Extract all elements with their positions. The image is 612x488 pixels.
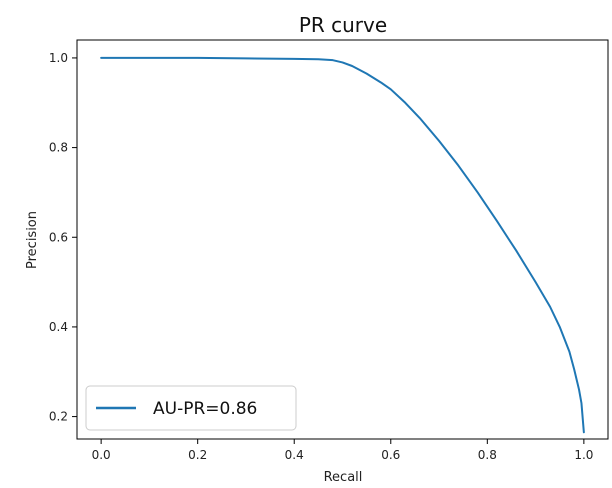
y-tick-label: 1.0 bbox=[49, 51, 68, 65]
y-tick-label: 0.2 bbox=[49, 410, 68, 424]
x-tick-label: 0.4 bbox=[285, 448, 304, 462]
x-axis: 0.0 0.2 0.4 0.6 0.8 1.0 bbox=[92, 439, 593, 462]
y-axis-label: Precision bbox=[25, 211, 40, 269]
plot-area bbox=[76, 39, 609, 440]
legend-box bbox=[85, 385, 297, 431]
series-line bbox=[100, 56, 585, 434]
legend-entry-label: AU-PR=0.86 bbox=[153, 399, 257, 419]
y-tick-label: 0.8 bbox=[49, 141, 68, 155]
x-tick-label: 0.8 bbox=[478, 448, 497, 462]
x-tick-label: 0.0 bbox=[92, 448, 111, 462]
y-tick-label: 0.4 bbox=[49, 320, 68, 334]
y-axis: 0.2 0.4 0.6 0.8 1.0 bbox=[49, 51, 77, 424]
legend: AU-PR=0.86 bbox=[85, 385, 297, 431]
chart-title: PR curve bbox=[299, 13, 387, 37]
x-tick-label: 1.0 bbox=[574, 448, 593, 462]
x-tick-label: 0.2 bbox=[188, 448, 207, 462]
x-axis-label: Recall bbox=[324, 470, 363, 485]
series-layer bbox=[100, 56, 585, 434]
y-tick-label: 0.6 bbox=[49, 230, 68, 244]
x-tick-label: 0.6 bbox=[381, 448, 400, 462]
